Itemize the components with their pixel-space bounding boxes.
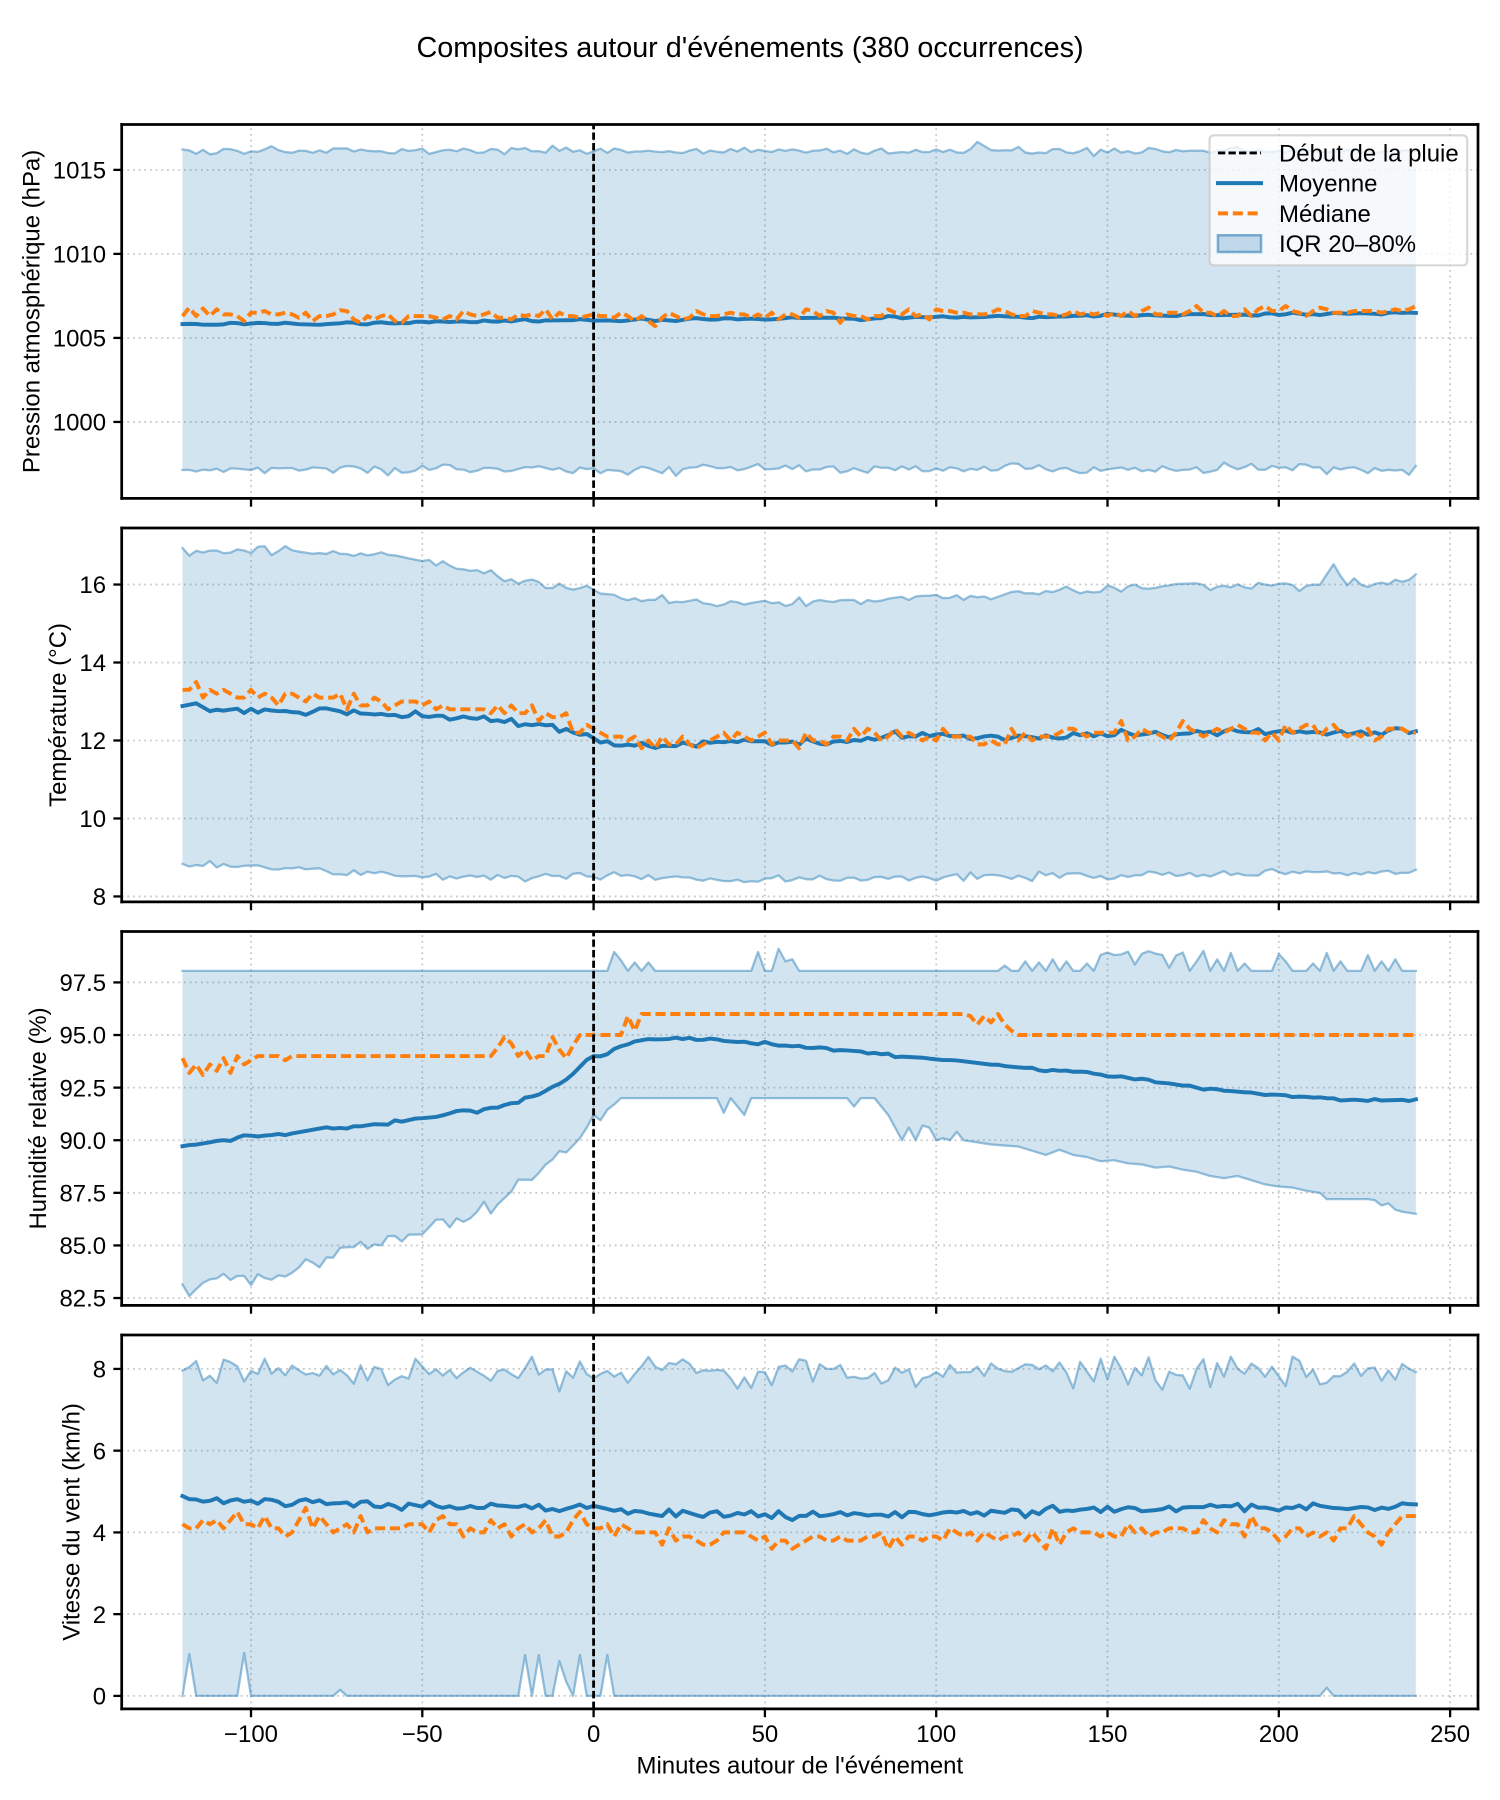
svg-text:Médiane: Médiane bbox=[1279, 201, 1371, 228]
svg-text:2: 2 bbox=[93, 1602, 106, 1629]
svg-text:200: 200 bbox=[1259, 1721, 1299, 1748]
svg-text:87.5: 87.5 bbox=[59, 1181, 106, 1208]
svg-text:Début de la pluie: Début de la pluie bbox=[1279, 140, 1459, 167]
svg-text:1010: 1010 bbox=[53, 242, 106, 269]
svg-text:Pression atmosphérique (hPa): Pression atmosphérique (hPa) bbox=[18, 150, 45, 473]
svg-text:1005: 1005 bbox=[53, 326, 106, 353]
svg-text:Humidité relative (%): Humidité relative (%) bbox=[25, 1007, 52, 1229]
svg-text:250: 250 bbox=[1430, 1721, 1470, 1748]
svg-text:6: 6 bbox=[93, 1438, 106, 1465]
svg-text:8: 8 bbox=[93, 1357, 106, 1384]
svg-text:0: 0 bbox=[93, 1684, 106, 1711]
svg-text:85.0: 85.0 bbox=[59, 1233, 106, 1260]
svg-text:50: 50 bbox=[752, 1721, 779, 1748]
svg-text:1000: 1000 bbox=[53, 410, 106, 437]
svg-text:4: 4 bbox=[93, 1520, 106, 1547]
svg-text:Vitesse du vent (km/h): Vitesse du vent (km/h) bbox=[58, 1403, 85, 1641]
svg-text:−100: −100 bbox=[224, 1721, 278, 1748]
svg-text:−50: −50 bbox=[402, 1721, 443, 1748]
svg-text:8: 8 bbox=[93, 884, 106, 911]
svg-text:Composites autour d'événements: Composites autour d'événements (380 occu… bbox=[416, 32, 1083, 64]
svg-text:150: 150 bbox=[1088, 1721, 1128, 1748]
svg-text:82.5: 82.5 bbox=[59, 1286, 106, 1313]
svg-text:14: 14 bbox=[79, 650, 106, 677]
svg-text:12: 12 bbox=[79, 728, 106, 755]
svg-text:95.0: 95.0 bbox=[59, 1023, 106, 1050]
svg-text:100: 100 bbox=[916, 1721, 956, 1748]
svg-text:1015: 1015 bbox=[53, 158, 106, 185]
svg-text:92.5: 92.5 bbox=[59, 1075, 106, 1102]
svg-text:Température (°C): Température (°C) bbox=[45, 623, 72, 807]
svg-text:IQR 20–80%: IQR 20–80% bbox=[1279, 231, 1416, 258]
svg-text:Minutes autour de l'événement: Minutes autour de l'événement bbox=[637, 1753, 964, 1780]
svg-text:16: 16 bbox=[79, 572, 106, 599]
svg-text:Moyenne: Moyenne bbox=[1279, 171, 1377, 198]
svg-text:90.0: 90.0 bbox=[59, 1128, 106, 1155]
svg-text:0: 0 bbox=[587, 1721, 600, 1748]
svg-text:10: 10 bbox=[79, 806, 106, 833]
svg-text:97.5: 97.5 bbox=[59, 970, 106, 997]
